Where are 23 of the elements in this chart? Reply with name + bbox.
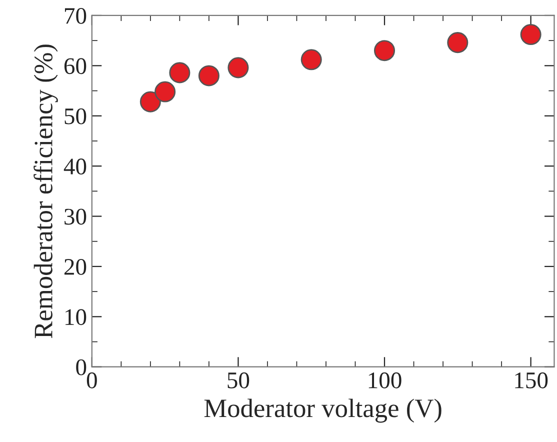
y-tick-label: 60 xyxy=(64,58,86,74)
point xyxy=(198,65,220,86)
point xyxy=(520,24,542,46)
point xyxy=(154,81,176,102)
y-tick-label: 30 xyxy=(64,208,86,225)
y-tick-label: 50 xyxy=(64,108,86,124)
point xyxy=(447,32,468,54)
y-tick-label: 40 xyxy=(64,158,86,174)
x-tick-label: 100 xyxy=(368,372,402,388)
y-axis-title: Remoderator efficiency (%) xyxy=(34,44,58,338)
x-axis-title: Moderator voltage (V) xyxy=(204,398,442,423)
point xyxy=(300,49,322,70)
point xyxy=(374,40,396,62)
y-tick-label: 10 xyxy=(66,309,86,326)
x-tick-label: 0 xyxy=(86,372,97,388)
point xyxy=(169,62,190,84)
y-tick-label: 20 xyxy=(64,258,86,275)
point xyxy=(140,91,161,112)
y-tick-label: 0 xyxy=(76,359,86,376)
x-tick-label: 50 xyxy=(228,372,250,388)
y-tick-label: 70 xyxy=(64,8,86,24)
x-tick-label: 150 xyxy=(515,372,548,388)
point xyxy=(228,57,249,78)
